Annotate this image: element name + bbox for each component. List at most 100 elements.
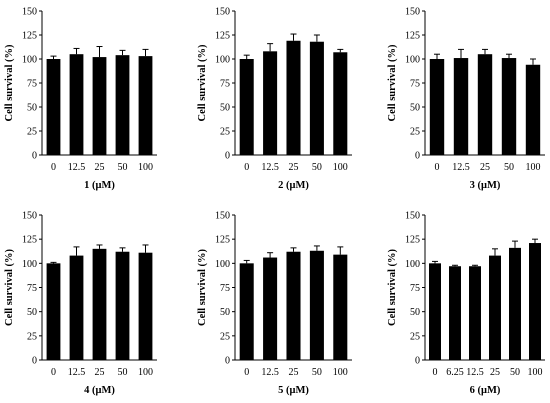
bar: [469, 266, 481, 360]
x-tick-label: 0: [244, 162, 249, 173]
x-tick-label: 100: [138, 162, 153, 173]
x-tick-label: 12.5: [68, 162, 86, 173]
y-tick-label: 0: [225, 356, 230, 367]
x-tick-label: 25: [95, 162, 105, 173]
x-tick-label: 50: [312, 367, 322, 378]
x-axis-label: 3 (μM): [470, 180, 501, 191]
y-tick-label: 150: [215, 7, 230, 18]
x-tick-label: 12.5: [452, 162, 470, 173]
x-tick-label: 6.25: [446, 367, 464, 378]
bar: [489, 255, 501, 360]
y-tick-label: 25: [27, 331, 37, 342]
y-axis-label: Cell survival (%): [197, 249, 208, 326]
bar: [138, 252, 153, 360]
y-tick-label: 150: [22, 7, 37, 18]
x-tick-label: 0: [244, 367, 249, 378]
x-axis-label: 5 (μM): [278, 385, 309, 396]
bar: [239, 263, 254, 360]
bar: [453, 58, 469, 155]
x-tick-label: 100: [333, 162, 348, 173]
y-tick-label: 75: [220, 79, 230, 90]
y-tick-label: 0: [415, 151, 420, 162]
y-tick-label: 25: [220, 127, 230, 138]
y-tick-label: 125: [215, 235, 230, 246]
y-tick-label: 75: [410, 79, 420, 90]
x-tick-label: 100: [333, 367, 348, 378]
y-tick-label: 75: [27, 283, 37, 294]
bar: [69, 255, 84, 360]
y-tick-label: 50: [410, 307, 420, 318]
x-tick-label: 100: [526, 162, 541, 173]
x-tick-label: 25: [95, 367, 105, 378]
bar: [429, 263, 441, 360]
bar: [92, 57, 107, 155]
y-axis-label: Cell survival (%): [4, 44, 15, 121]
bar: [309, 250, 324, 360]
bar: [138, 56, 153, 156]
y-tick-label: 75: [27, 79, 37, 90]
x-tick-label: 12.5: [261, 367, 279, 378]
y-tick-label: 25: [220, 331, 230, 342]
x-tick-label: 25: [289, 367, 299, 378]
x-axis-label: 1 (μM): [84, 180, 115, 191]
bar: [239, 59, 254, 155]
x-tick-label: 50: [504, 162, 514, 173]
y-tick-label: 75: [410, 283, 420, 294]
chart-panel-1: 0 25 50 75 100 125 150 Cell survival (%) 0 12.5 25…: [4, 7, 157, 191]
y-tick-label: 100: [22, 259, 37, 270]
bar: [309, 41, 324, 155]
bar: [263, 257, 278, 360]
x-tick-label: 0: [51, 367, 56, 378]
y-tick-label: 100: [22, 55, 37, 66]
y-tick-label: 100: [405, 259, 420, 270]
x-tick-label: 25: [289, 162, 299, 173]
y-tick-label: 100: [215, 259, 230, 270]
y-tick-label: 125: [215, 31, 230, 42]
y-tick-label: 150: [405, 211, 420, 222]
bar: [501, 58, 517, 155]
bar: [333, 52, 348, 155]
bar: [477, 54, 493, 156]
chart-panel-2: 0 25 50 75 100 125 150 Cell survival (%) 0 12.5 25…: [197, 7, 352, 191]
y-tick-label: 50: [220, 103, 230, 114]
bar: [115, 251, 130, 360]
bar: [525, 64, 541, 155]
y-tick-label: 125: [405, 235, 420, 246]
x-tick-label: 50: [118, 367, 128, 378]
y-axis-label: Cell survival (%): [387, 249, 398, 326]
x-tick-label: 100: [528, 367, 543, 378]
y-tick-label: 25: [410, 127, 420, 138]
bar: [286, 40, 301, 156]
bar: [286, 251, 301, 360]
y-tick-label: 125: [22, 31, 37, 42]
x-tick-label: 50: [118, 162, 128, 173]
x-tick-label: 0: [435, 162, 440, 173]
bar: [46, 263, 61, 360]
bar: [92, 248, 107, 360]
y-tick-label: 75: [220, 283, 230, 294]
chart-panel-5: 0 25 50 75 100 125 150 Cell survival (%) 0 12.5 25…: [197, 211, 352, 396]
bar: [509, 247, 521, 360]
x-tick-label: 25: [490, 367, 500, 378]
y-tick-label: 0: [225, 151, 230, 162]
y-tick-label: 0: [415, 356, 420, 367]
y-tick-label: 125: [405, 31, 420, 42]
chart-panel-4: 0 25 50 75 100 125 150 Cell survival (%) 0 12.5 25…: [4, 211, 157, 396]
bar: [333, 254, 348, 360]
x-tick-label: 50: [510, 367, 520, 378]
y-tick-label: 150: [215, 211, 230, 222]
y-tick-label: 100: [405, 55, 420, 66]
x-tick-label: 12.5: [261, 162, 279, 173]
y-tick-label: 50: [27, 103, 37, 114]
x-tick-label: 100: [138, 367, 153, 378]
y-tick-label: 150: [22, 211, 37, 222]
y-tick-label: 50: [220, 307, 230, 318]
y-tick-label: 25: [27, 127, 37, 138]
x-tick-label: 25: [480, 162, 490, 173]
bar: [69, 54, 84, 156]
bar: [46, 59, 61, 155]
x-tick-label: 0: [433, 367, 438, 378]
chart-panel-3: 0 25 50 75 100 125 150 Cell survival (%) 0 12.5 25…: [387, 7, 545, 191]
y-tick-label: 50: [27, 307, 37, 318]
